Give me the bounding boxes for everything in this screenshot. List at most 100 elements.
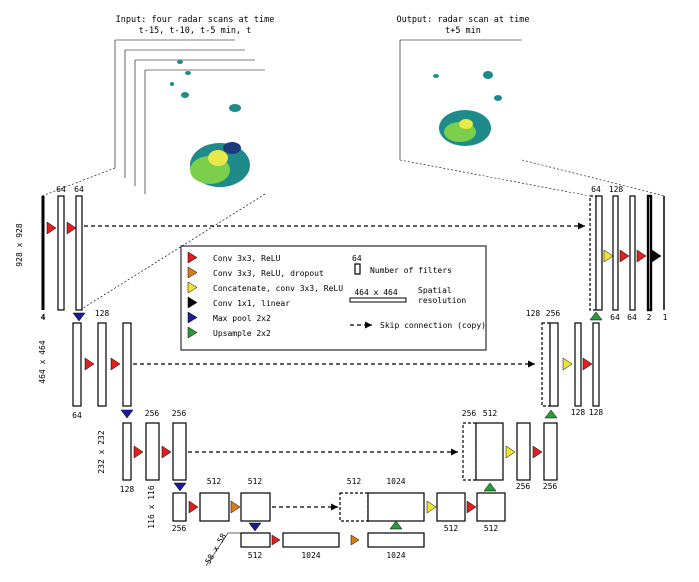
black-right-triangle-icon: [187, 296, 198, 309]
dec3-block-b: [543, 422, 558, 481]
dec1-skip-copy: [589, 195, 597, 311]
concat-conv-icon: [562, 357, 573, 371]
enc2-filters-a: 128: [95, 309, 110, 318]
legend-item-maxpool: Max pool 2x2: [213, 314, 271, 323]
conv-relu-icon: [466, 500, 477, 514]
conv-relu-icon: [188, 500, 199, 514]
decoder-level-3: 256 512 256 256: [462, 409, 558, 492]
dec1-upsampled: [595, 195, 603, 311]
conv-relu-icon: [161, 445, 172, 459]
conv-relu-icon: [582, 357, 593, 371]
dec3-out2: 256: [543, 482, 558, 491]
legend-box: [180, 245, 487, 351]
dec2-out2: 128: [589, 408, 604, 417]
dec3-skip-copy: [462, 422, 477, 481]
enc2-block-b: [122, 322, 132, 407]
concat-conv-icon: [426, 500, 437, 514]
enc1-block-b: [75, 195, 83, 311]
dec2-out1: 128: [571, 408, 586, 417]
input-sheet-2: [124, 49, 245, 178]
dec3-out1: 256: [516, 482, 531, 491]
decoder-level-4: 512 1024 512 512: [339, 477, 506, 533]
level3-dim-label: 232 x 232: [97, 430, 106, 474]
encoder-level-3: 232 x 232 128 256 256: [97, 409, 187, 494]
decoder-level-1: 64 128 64 64 2 1: [589, 185, 668, 322]
conv-relu-icon: [636, 249, 647, 263]
dec2-upsampled: [549, 322, 559, 407]
dec1-block-a: [612, 195, 619, 311]
dec4-block-b: [476, 492, 506, 522]
enc1-filters-a: 64: [56, 185, 66, 194]
max-pool-icon: [173, 482, 187, 492]
output-title-line2: t+5 min: [445, 26, 481, 36]
enc3-filters-bottom: 128: [120, 485, 135, 494]
enc5-filters-c: 1024: [386, 551, 405, 560]
input-projection-line-bottom: [79, 193, 266, 311]
legend-skip-label: Skip connection (copy): [380, 321, 486, 330]
legend-resolution-label-1: Spatial: [418, 286, 452, 295]
enc3-block-b: [172, 422, 187, 481]
level1-dim-label: 928 x 928: [15, 223, 24, 267]
dec2-concat-filters-2: 256: [546, 309, 561, 318]
enc2-block-in: [72, 322, 82, 407]
enc2-filters-bottom: 64: [72, 411, 82, 420]
upsample-icon: [483, 482, 497, 492]
dec1-out3: 2: [647, 313, 652, 322]
output-radar: Output: radar scan at time t+5 min: [396, 15, 530, 160]
conv-relu-icon: [619, 249, 630, 263]
concat-conv-icon: [603, 249, 614, 263]
decoder-level-2: 128 256 128 128: [526, 309, 604, 419]
dec3-upsampled: [475, 422, 504, 481]
dec1-out1: 64: [610, 313, 620, 322]
enc3-filters-b: 256: [172, 409, 187, 418]
dec1-block-b: [629, 195, 636, 311]
input-title-line1: Input: four radar scans at time: [116, 15, 275, 25]
dec4-skip-copy: [339, 492, 369, 522]
legend-item-conv1x1: Conv 1x1, linear: [213, 299, 290, 308]
level5-dim-label: 58 x 58: [204, 532, 229, 566]
concat-conv-icon: [505, 445, 516, 459]
enc3-block-in: [122, 422, 132, 481]
enc5-block-b: [367, 532, 425, 548]
legend-item-conv-relu: Conv 3x3, ReLU: [213, 254, 281, 263]
legend-resolution-value: 464 x 464: [354, 288, 398, 297]
bottleneck-level-5: 58 x 58 512 1024 1024: [204, 532, 425, 567]
dec4-block-a: [436, 492, 466, 522]
dec4-upsampled: [367, 492, 425, 522]
dec3-block-a: [516, 422, 531, 481]
dec2-skip-copy: [541, 322, 551, 407]
enc3-filters-a: 256: [145, 409, 160, 418]
legend-resolution-block: [349, 297, 407, 303]
enc4-block-a: [199, 492, 230, 522]
input-title-line2: t-15, t-10, t-5 min, t: [139, 26, 252, 36]
input-radar-stack: Input: four radar scans at time t-15, t-…: [114, 15, 275, 194]
input-sheet-3: [134, 59, 255, 186]
legend: Conv 3x3, ReLU Conv 3x3, ReLU, dropout C…: [180, 245, 487, 351]
conv-relu-icon: [133, 445, 144, 459]
dec2-concat-filters: 128: [526, 309, 541, 318]
max-pool-icon: [120, 409, 134, 419]
legend-item-conv-dropout: Conv 3x3, ReLU, dropout: [213, 269, 324, 278]
enc5-filters-a: 512: [248, 551, 263, 560]
legend-resolution-label-2: resolution: [418, 296, 466, 305]
dropout-conv-icon: [230, 500, 241, 514]
input-channels-label: 4: [41, 313, 46, 322]
conv-relu-icon: [271, 534, 281, 546]
encoder-level-1: 928 x 928 4 64 64: [15, 185, 86, 322]
upsample-icon: [389, 520, 403, 530]
dec4-concat-filters-2: 1024: [386, 477, 405, 486]
dec3-concat-filters-2: 512: [483, 409, 498, 418]
dec4-concat-filters: 512: [347, 477, 362, 486]
legend-item-upsample: Upsample 2x2: [213, 329, 271, 338]
enc4-filters-a: 512: [207, 477, 222, 486]
dec3-concat-filters: 256: [462, 409, 477, 418]
encoder-level-4: 116 x 116 256 512 512: [147, 477, 271, 533]
legend-filter-block: [354, 263, 361, 275]
enc5-filters-b: 1024: [301, 551, 320, 560]
max-pool-icon: [72, 312, 86, 322]
input-sheet-1: [114, 39, 235, 168]
dec1-concat-filters: 64: [591, 185, 601, 194]
enc4-block-in: [172, 492, 187, 522]
enc3-block-a: [145, 422, 160, 481]
